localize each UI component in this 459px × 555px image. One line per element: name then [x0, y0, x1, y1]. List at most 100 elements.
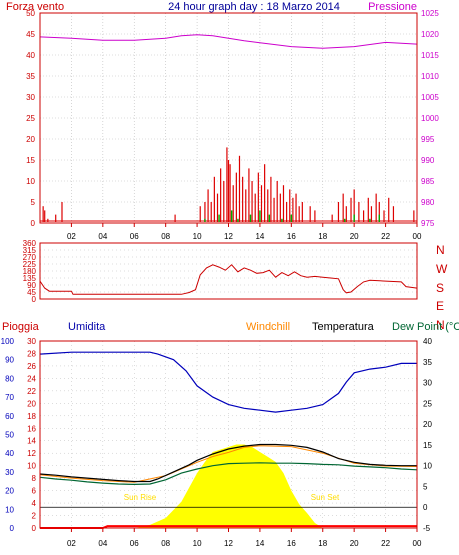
rain-tick-label: 26: [27, 362, 36, 371]
x-tick-label: 06: [130, 539, 139, 548]
humidity-tick-label: 70: [5, 393, 14, 402]
rain-tick-label: 6: [32, 487, 37, 496]
rain-tick-label: 18: [27, 412, 36, 421]
humidity-tick-label: 40: [5, 449, 14, 458]
humidity-tick-label: 0: [10, 524, 15, 533]
y-right-tick-label: 1005: [421, 93, 439, 102]
rain-tick-label: 14: [27, 437, 36, 446]
direction-grid: [40, 242, 417, 300]
y-left-tick-label: 90: [27, 281, 36, 290]
bottom-humidity-ticks: 0 10 20 30 40 50 60 70 80 90 100: [1, 337, 15, 533]
humidity-tick-label: 60: [5, 412, 14, 421]
y-right-tick-label: 975: [421, 219, 435, 228]
y-left-tick-label: 0: [31, 219, 36, 228]
humidity-tick-label: 50: [5, 431, 14, 440]
x-tick-label: 20: [350, 232, 359, 241]
rain-label: Pioggia: [2, 321, 40, 333]
y-left-tick-label: 45: [26, 30, 35, 39]
direction-line: [39, 264, 418, 295]
compass-label: W: [436, 262, 448, 276]
wind-label: Forza vento: [6, 1, 64, 13]
temperature-tick-label: 10: [423, 462, 432, 471]
rain-tick-label: 8: [32, 474, 37, 483]
x-tick-label: 04: [98, 539, 107, 548]
y-left-tick-label: 20: [26, 135, 35, 144]
humidity-tick-label: 100: [1, 337, 15, 346]
dewpoint-label: Dew Point (°C: [392, 321, 459, 333]
sunrise-label: Sun Rise: [124, 493, 157, 502]
y-left-tick-label: 180: [23, 267, 37, 276]
y-left-tick-label: 35: [26, 72, 35, 81]
y-left-tick-label: 50: [26, 9, 35, 18]
y-right-tick-label: 1020: [421, 30, 439, 39]
y-left-tick-label: 40: [26, 51, 35, 60]
x-tick-label: 14: [255, 539, 264, 548]
x-tick-label: 22: [381, 232, 390, 241]
y-right-tick-label: 1025: [421, 9, 439, 18]
x-tick-label: 16: [287, 539, 296, 548]
solar-area: [134, 444, 323, 528]
y-right-tick-label: 995: [421, 135, 435, 144]
rain-tick-label: 30: [27, 337, 36, 346]
x-tick-label: 18: [318, 232, 327, 241]
temperature-tick-label: -5: [423, 524, 431, 533]
top-x-ticks: 02 04 06 08 10 12 14 16 18 20 22 00: [67, 232, 422, 241]
y-left-tick-label: 45: [27, 288, 36, 297]
x-tick-label: 08: [161, 539, 170, 548]
temperature-tick-label: 5: [423, 482, 428, 491]
y-left-tick-label: 270: [23, 253, 37, 262]
temperature-tick-label: 0: [423, 503, 428, 512]
bottom-plot-frame: [39, 340, 418, 529]
y-right-tick-label: 1000: [421, 114, 439, 123]
x-tick-label: 08: [161, 232, 170, 241]
direction-plot-frame: [39, 242, 418, 300]
y-right-tick-label: 980: [421, 198, 435, 207]
pressure-label: Pressione: [368, 1, 417, 13]
y-left-tick-label: 135: [23, 274, 37, 283]
temperature-line: [39, 443, 417, 483]
x-tick-label: 20: [350, 539, 359, 548]
direction-series: [39, 264, 418, 295]
compass-label: S: [436, 281, 444, 295]
humidity-line: [39, 351, 417, 413]
x-tick-label: 06: [130, 232, 139, 241]
compass-label: N: [436, 318, 445, 332]
temperature-label: Temperatura: [312, 321, 375, 333]
top-left-ticks: 0 5 10 15 20 25 30 35 40 45 50: [26, 9, 35, 228]
rain-tick-label: 2: [32, 512, 37, 521]
rain-tick-label: 20: [27, 399, 36, 408]
sunset-label: Sun Set: [311, 493, 340, 502]
x-tick-label: 22: [381, 539, 390, 548]
y-right-tick-label: 985: [421, 177, 435, 186]
temperature-tick-label: 30: [423, 379, 432, 388]
y-right-tick-label: 990: [421, 156, 435, 165]
humidity-label: Umidita: [68, 321, 106, 333]
humidity-tick-label: 20: [5, 487, 14, 496]
y-right-tick-label: 1010: [421, 72, 439, 81]
rain-tick-label: 22: [27, 387, 36, 396]
x-tick-label: 00: [413, 232, 422, 241]
x-tick-label: 18: [318, 539, 327, 548]
x-tick-label: 12: [224, 539, 233, 548]
bottom-x-ticks: 02 04 06 08 10 12 14 16 18 20 22 00: [67, 539, 422, 548]
x-tick-label: 14: [255, 232, 264, 241]
temperature-tick-label: 20: [423, 420, 432, 429]
x-tick-label: 04: [98, 232, 107, 241]
temperature-tick-label: 25: [423, 399, 432, 408]
windchill-label: Windchill: [246, 321, 290, 333]
bottom-panel: Pioggia Umidita Windchill Temperatura De…: [1, 321, 459, 548]
rain-tick-label: 12: [27, 449, 36, 458]
x-tick-label: 10: [193, 232, 202, 241]
top-panel: Forza vento 24 hour graph day : 18 Marzo…: [6, 1, 439, 241]
humidity-tick-label: 30: [5, 468, 14, 477]
bottom-temperature-ticks: -5 0 5 10 15 20 25 30 35 40: [423, 337, 432, 533]
y-left-tick-label: 25: [26, 114, 35, 123]
temperature-tick-label: 15: [423, 441, 432, 450]
y-left-tick-label: 225: [23, 260, 37, 269]
temperature-tick-label: 35: [423, 358, 432, 367]
rain-tick-label: 10: [27, 462, 36, 471]
